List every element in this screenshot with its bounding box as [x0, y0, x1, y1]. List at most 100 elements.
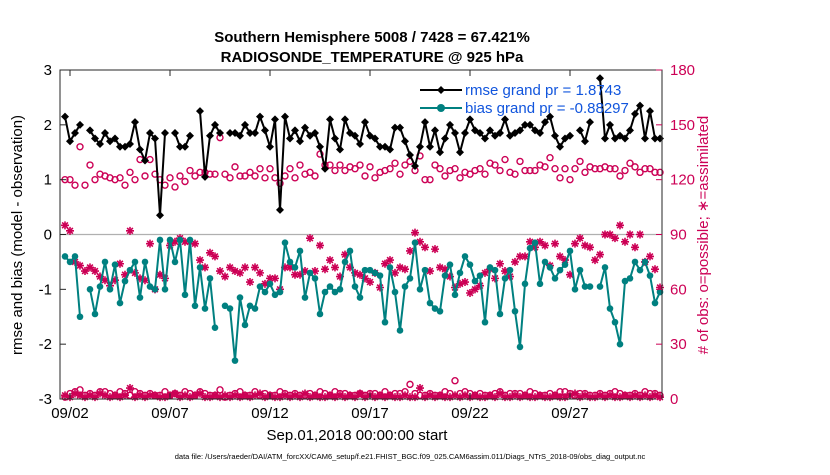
bias-point [291, 264, 299, 271]
obs-possible-marker [221, 170, 229, 178]
bias-point [521, 280, 529, 288]
bias-point [431, 305, 439, 312]
bias-point [286, 258, 294, 266]
obs-assimilated-marker [291, 270, 299, 279]
bias-point [301, 294, 309, 301]
obs-possible-marker [246, 168, 254, 177]
obs-assimilated-marker [476, 393, 484, 402]
obs-assimilated-marker [651, 265, 659, 274]
obs-possible-marker [171, 183, 179, 191]
obs-assimilated-marker [156, 393, 164, 402]
obs-assimilated-marker [411, 228, 419, 237]
obs-assimilated-marker [541, 393, 549, 402]
obs-possible-marker [516, 157, 524, 166]
obs-possible-marker [591, 164, 599, 173]
obs-assimilated-marker [421, 243, 429, 252]
y-right-tick-label: 120 [670, 172, 695, 189]
obs-possible-marker [631, 163, 639, 171]
rmse-point [376, 142, 384, 151]
obs-assimilated-marker [346, 263, 354, 272]
bias-point [531, 239, 539, 247]
rmse-point [421, 118, 429, 127]
obs-possible-marker [326, 161, 334, 169]
y-left-tick-label: 1 [44, 172, 52, 189]
obs-possible-marker [231, 163, 239, 171]
rmse-point [566, 131, 574, 140]
obs-assimilated-marker [181, 237, 189, 246]
obs-assimilated-marker [151, 391, 159, 400]
obs-possible-marker [491, 161, 499, 169]
obs-assimilated-marker [421, 393, 429, 402]
obs-assimilated-marker [631, 391, 639, 400]
bias-point [601, 264, 609, 271]
bias-point [186, 236, 194, 244]
obs-possible-marker [526, 166, 534, 175]
obs-possible-marker [616, 172, 624, 180]
rmse-point [636, 101, 644, 110]
bias-point [506, 266, 514, 274]
obs-assimilated-marker [231, 391, 239, 400]
bias-line [64, 254, 81, 317]
obs-assimilated-marker [396, 393, 404, 402]
rmse-point [411, 161, 419, 170]
bias-point [616, 340, 624, 348]
bias-point [91, 310, 99, 318]
obs-assimilated-marker [111, 276, 119, 285]
bias-point [136, 294, 144, 301]
obs-assimilated-marker [461, 391, 469, 400]
bias-point [101, 258, 109, 266]
rmse-point [586, 118, 594, 127]
bias-point [636, 266, 644, 274]
bias-point [176, 236, 184, 244]
obs-assimilated-marker [321, 393, 329, 402]
obs-possible-marker [206, 170, 214, 178]
rmse-point [276, 205, 284, 214]
obs-assimilated-marker [126, 226, 134, 235]
obs-assimilated-marker [141, 393, 149, 402]
obs-assimilated-marker [156, 270, 164, 279]
x-tick-label: 09/17 [351, 405, 389, 422]
obs-possible-marker [121, 181, 129, 189]
obs-assimilated-marker [386, 391, 394, 400]
obs-assimilated-marker [256, 268, 264, 277]
obs-assimilated-marker [556, 393, 564, 402]
obs-possible-marker [386, 164, 394, 173]
rmse-point [406, 150, 414, 159]
rmse-point [316, 142, 324, 151]
bias-point [596, 283, 604, 290]
rmse-point [111, 134, 119, 143]
obs-assimilated-marker [131, 393, 139, 402]
rmse-point [631, 109, 639, 118]
obs-assimilated-marker [101, 276, 109, 285]
rmse-point [476, 129, 484, 138]
bias-point [261, 288, 269, 296]
bias-point [486, 264, 494, 271]
bias-point [71, 253, 79, 260]
obs-assimilated-marker [126, 384, 134, 393]
obs-assimilated-marker [596, 391, 604, 400]
obs-assimilated-marker [306, 234, 314, 243]
obs-assimilated-marker [96, 272, 104, 281]
obs-assimilated-marker [596, 250, 604, 259]
obs-possible-marker [651, 168, 659, 177]
rmse-point [136, 145, 144, 154]
obs-possible-marker [341, 166, 349, 175]
obs-assimilated-marker [291, 391, 299, 400]
legend-rmse-marker [437, 86, 445, 94]
rmse-point [351, 131, 359, 140]
obs-possible-marker [266, 164, 274, 173]
obs-assimilated-marker [281, 391, 289, 400]
bias-point [201, 305, 209, 312]
obs-possible-marker [621, 166, 629, 175]
obs-assimilated-marker [526, 393, 534, 402]
obs-assimilated-marker [591, 256, 599, 265]
bias-point [491, 266, 499, 274]
obs-assimilated-marker [71, 389, 79, 398]
obs-assimilated-marker [226, 393, 234, 402]
x-axis: 09/02 09/07 09/12 09/17 09/22 09/27 [51, 70, 589, 422]
bias-point [336, 286, 344, 293]
bias-point [356, 294, 364, 301]
obs-assimilated-marker [341, 393, 349, 402]
obs-assimilated-marker [191, 391, 199, 400]
plot-area [60, 74, 664, 402]
